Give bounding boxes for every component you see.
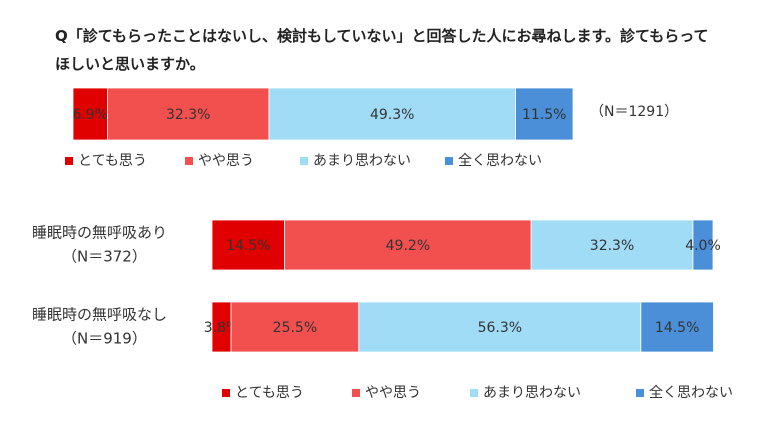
- bar-segment: [211, 219, 286, 271]
- category-note: （N＝372）: [62, 248, 147, 266]
- legend-label: やや思う: [198, 153, 254, 169]
- legend-label: 全く思わない: [649, 384, 733, 401]
- bar-segment: [358, 301, 642, 353]
- value-label: 32.3%: [166, 107, 210, 123]
- legend-swatch: [445, 157, 453, 165]
- legend-label: あまり思わない: [313, 153, 411, 169]
- chart-title: Q「診てもらったことはないし、検討もしていない」と回答した人にお尋ねします。診て…: [55, 27, 709, 73]
- category-note: （N＝919）: [62, 330, 147, 348]
- value-label: 14.5%: [655, 320, 699, 336]
- value-label: 3.8%: [204, 320, 240, 336]
- bar-segment: [515, 87, 574, 141]
- value-label: 56.3%: [478, 320, 522, 336]
- value-label: 25.5%: [273, 320, 317, 336]
- value-label: 4.0%: [685, 238, 721, 254]
- legend-swatch: [470, 389, 478, 397]
- value-label: 14.5%: [226, 238, 270, 254]
- legend-swatch: [222, 389, 230, 397]
- legend-label: とても思う: [78, 153, 147, 169]
- bar-segment: [692, 219, 714, 271]
- value-label: 6.9%: [72, 107, 108, 123]
- value-label: 11.5%: [522, 107, 566, 123]
- value-label: 49.2%: [386, 238, 430, 254]
- category-label: 睡眠時の無呼吸なし: [32, 306, 167, 324]
- sample-note: （N＝1291）: [590, 104, 678, 120]
- bar-segment: [640, 301, 714, 353]
- legend-swatch: [300, 157, 308, 165]
- legend-swatch: [636, 389, 644, 397]
- value-label: 49.3%: [370, 107, 414, 123]
- category-label: 睡眠時の無呼吸あり: [32, 224, 167, 242]
- legend-swatch: [185, 157, 193, 165]
- legend-label: 全く思わない: [458, 152, 542, 169]
- bar-segment: [268, 87, 516, 141]
- legend-label: とても思う: [235, 385, 304, 401]
- value-label: 32.3%: [590, 238, 634, 254]
- bar-segment: [530, 219, 694, 271]
- legend-swatch: [65, 157, 73, 165]
- legend-label: やや思う: [365, 385, 421, 401]
- bar-segment: [284, 219, 532, 271]
- legend-label: あまり思わない: [483, 385, 581, 401]
- legend-swatch: [352, 389, 360, 397]
- bar-segment: [72, 87, 108, 141]
